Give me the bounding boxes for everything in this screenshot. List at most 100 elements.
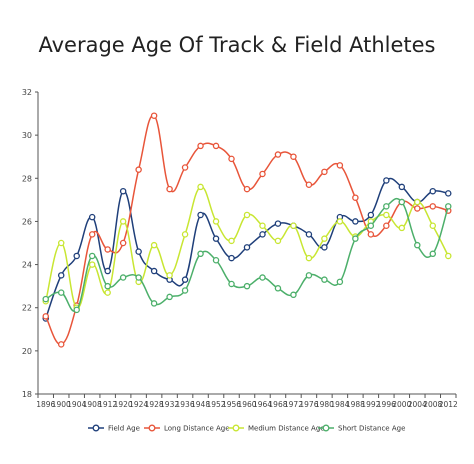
data-point xyxy=(305,231,313,238)
data-point xyxy=(274,237,282,245)
data-point xyxy=(290,153,297,160)
legend-swatch-marker xyxy=(148,424,156,432)
legend-item: Field Age xyxy=(88,425,140,433)
data-point xyxy=(181,276,189,283)
legend-label: Short Distance Age xyxy=(338,425,405,433)
x-tick-label: 1908 xyxy=(83,400,102,409)
series-line xyxy=(45,177,449,319)
series-line xyxy=(45,114,449,346)
series-layer xyxy=(42,112,452,348)
data-point xyxy=(57,239,65,247)
data-point xyxy=(135,166,142,173)
x-tick-label: 1996 xyxy=(377,400,396,409)
x-tick-label: 1964 xyxy=(253,400,272,409)
data-point xyxy=(321,235,328,242)
legend-swatch-marker xyxy=(92,424,100,432)
legend-label: Medium Distance Age xyxy=(248,425,325,433)
x-tick-label: 2000 xyxy=(392,400,411,409)
data-point xyxy=(259,274,266,281)
data-point xyxy=(398,198,406,206)
data-point xyxy=(336,162,344,169)
data-point xyxy=(383,177,390,184)
legend-label: Long Distance Age xyxy=(164,425,230,433)
y-tick-label: 30 xyxy=(22,131,32,140)
x-tick-label: 2008 xyxy=(423,400,442,409)
data-point xyxy=(212,257,220,264)
data-point xyxy=(274,220,282,227)
data-point xyxy=(414,198,421,206)
y-tick-label: 22 xyxy=(22,304,32,313)
y-tick-label: 24 xyxy=(22,261,32,270)
data-point xyxy=(336,218,344,225)
x-tick-label: 2012 xyxy=(439,400,458,409)
data-point xyxy=(321,168,328,176)
data-point xyxy=(166,185,173,193)
data-point xyxy=(367,231,375,238)
data-point xyxy=(367,222,375,229)
data-point xyxy=(88,231,96,238)
data-point xyxy=(135,274,142,281)
x-tick-label: 1904 xyxy=(67,400,86,409)
data-point xyxy=(104,289,111,296)
data-point xyxy=(104,267,111,275)
y-tick-label: 26 xyxy=(22,217,32,226)
data-point xyxy=(398,183,406,191)
data-point xyxy=(429,203,437,210)
data-point xyxy=(119,218,127,225)
data-point xyxy=(88,261,96,268)
data-point xyxy=(181,231,189,238)
y-tick-label: 32 xyxy=(22,88,32,97)
data-point xyxy=(336,278,344,286)
x-tick-label: 1968 xyxy=(268,400,287,409)
data-point xyxy=(166,293,173,301)
data-point xyxy=(290,222,297,229)
data-point xyxy=(166,272,173,279)
data-point xyxy=(414,205,421,212)
data-point xyxy=(57,341,65,348)
legend-item: Short Distance Age xyxy=(318,425,405,433)
x-tick-label: 1988 xyxy=(346,400,365,409)
x-tick-label: 1912 xyxy=(98,400,117,409)
data-point xyxy=(197,142,204,150)
series-4 xyxy=(42,197,452,314)
data-point xyxy=(42,295,49,303)
x-tick-label: 1932 xyxy=(160,400,179,409)
data-point xyxy=(305,272,313,279)
series-3 xyxy=(42,183,452,311)
data-point xyxy=(57,272,65,279)
data-point xyxy=(212,142,220,150)
data-point xyxy=(150,267,158,275)
x-tick-label: 1972 xyxy=(284,400,303,409)
data-point xyxy=(119,187,127,195)
data-point xyxy=(228,237,235,245)
data-point xyxy=(445,190,452,197)
data-point xyxy=(197,250,204,258)
data-point xyxy=(445,203,452,210)
legend-swatch-marker xyxy=(232,424,240,432)
series-2 xyxy=(42,112,452,348)
data-point xyxy=(104,282,111,290)
x-tick-label: 1920 xyxy=(114,400,133,409)
data-point xyxy=(429,222,437,229)
data-point xyxy=(383,222,390,229)
data-point xyxy=(73,306,80,314)
x-tick-label: 1948 xyxy=(191,400,210,409)
x-tick-label: 1992 xyxy=(361,400,380,409)
x-tick-label: 1928 xyxy=(145,400,164,409)
x-tick-label: 1976 xyxy=(299,400,318,409)
data-point xyxy=(88,252,96,260)
data-point xyxy=(243,211,251,219)
data-point xyxy=(305,181,313,189)
data-point xyxy=(383,203,390,210)
legend-label: Field Age xyxy=(108,425,140,433)
data-point xyxy=(383,211,390,219)
data-point xyxy=(352,194,359,201)
data-point xyxy=(42,313,49,320)
x-tick-label: 1952 xyxy=(206,400,225,409)
data-point xyxy=(243,282,251,290)
data-point xyxy=(119,274,127,281)
data-point xyxy=(181,287,189,294)
data-point xyxy=(352,218,359,225)
x-tick-label: 1984 xyxy=(330,400,349,409)
